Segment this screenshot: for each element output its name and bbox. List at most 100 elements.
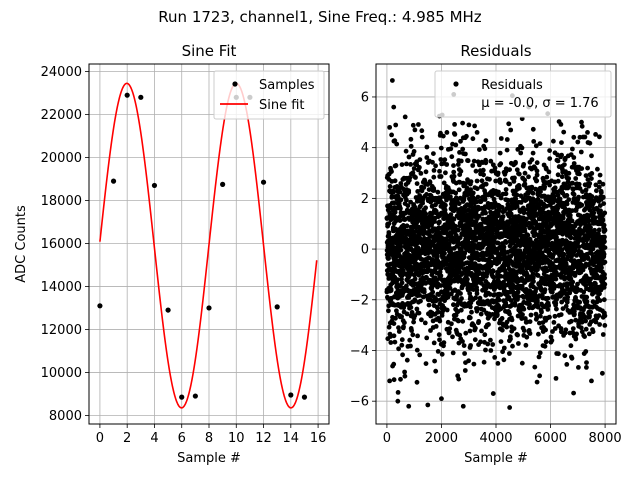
residual-point bbox=[402, 114, 408, 120]
residual-point bbox=[542, 287, 548, 293]
residual-point bbox=[591, 210, 597, 216]
residual-point bbox=[404, 357, 410, 363]
residual-point bbox=[396, 346, 401, 352]
sine-fit-ticks: 0 2 4 6 8 10 12 14 16 8000 10000 12000 14000 16000 180… bbox=[41, 65, 327, 446]
residual-point bbox=[547, 156, 553, 162]
residual-point bbox=[566, 170, 572, 176]
residual-point bbox=[602, 313, 608, 319]
residual-point bbox=[414, 379, 420, 385]
residual-point bbox=[414, 181, 420, 187]
residual-point bbox=[473, 325, 478, 331]
residual-point bbox=[575, 139, 581, 145]
residual-point bbox=[492, 292, 497, 297]
residuals-legend-box bbox=[434, 70, 612, 118]
residual-point bbox=[564, 193, 570, 198]
residual-point bbox=[561, 129, 567, 135]
residual-point bbox=[472, 123, 477, 129]
residual-point bbox=[583, 187, 589, 193]
residual-point bbox=[519, 316, 525, 321]
residual-point bbox=[517, 185, 522, 191]
residual-point bbox=[589, 171, 595, 176]
residual-point bbox=[589, 176, 594, 182]
residual-point bbox=[386, 308, 391, 314]
residual-point bbox=[470, 136, 476, 142]
residual-point bbox=[551, 194, 557, 199]
residual-point bbox=[408, 305, 414, 310]
residual-point bbox=[458, 158, 464, 164]
sample-point bbox=[220, 181, 226, 187]
residual-point bbox=[590, 329, 596, 335]
residual-point bbox=[472, 337, 478, 343]
residual-point bbox=[397, 218, 403, 224]
residual-point bbox=[449, 154, 455, 160]
residual-point bbox=[415, 333, 420, 339]
residual-point bbox=[394, 141, 400, 147]
residual-point bbox=[597, 322, 602, 327]
residual-point bbox=[452, 132, 458, 137]
residual-point bbox=[463, 330, 469, 336]
residual-point bbox=[468, 179, 474, 185]
residual-point bbox=[503, 187, 509, 192]
residual-point bbox=[582, 334, 587, 339]
residual-point bbox=[550, 252, 556, 258]
residual-point bbox=[579, 202, 585, 208]
residual-outlier-point bbox=[553, 375, 559, 381]
residual-point bbox=[521, 306, 527, 312]
residual-point bbox=[398, 206, 403, 211]
residual-point bbox=[602, 234, 607, 240]
residual-point bbox=[558, 312, 564, 317]
y-tick-label: 4 bbox=[361, 141, 369, 156]
sine-fit-legend-box bbox=[213, 70, 325, 120]
residual-point bbox=[399, 276, 404, 282]
residual-point bbox=[488, 348, 494, 353]
residual-point bbox=[461, 254, 467, 260]
residual-point bbox=[456, 376, 462, 382]
residual-point bbox=[461, 343, 467, 348]
residual-point bbox=[593, 182, 599, 188]
residual-point bbox=[520, 312, 525, 317]
y-tick-label: 2 bbox=[361, 192, 369, 207]
residual-point bbox=[597, 134, 602, 140]
residual-point bbox=[468, 187, 473, 193]
residual-point bbox=[414, 306, 420, 312]
y-tick-label: −2 bbox=[350, 293, 369, 308]
residual-point bbox=[562, 162, 567, 168]
residual-point bbox=[564, 362, 570, 367]
residual-point bbox=[471, 158, 477, 164]
residual-point bbox=[524, 216, 529, 222]
residual-point bbox=[599, 265, 604, 271]
residual-point bbox=[514, 203, 520, 209]
residual-point bbox=[389, 169, 394, 175]
residual-point bbox=[451, 173, 457, 179]
residual-point bbox=[573, 317, 579, 323]
residual-point bbox=[417, 157, 423, 163]
residual-point bbox=[449, 321, 454, 327]
residual-point bbox=[564, 281, 570, 286]
residual-outlier-point bbox=[389, 78, 395, 83]
residual-point bbox=[408, 136, 414, 142]
y-tick-label: 14000 bbox=[41, 280, 82, 295]
residual-point bbox=[512, 175, 517, 181]
residual-point bbox=[397, 189, 403, 195]
residual-point bbox=[458, 138, 463, 144]
residual-point bbox=[602, 239, 607, 245]
x-tick-label: 14 bbox=[283, 431, 300, 446]
residual-point bbox=[468, 304, 473, 310]
sample-point bbox=[206, 305, 212, 311]
residual-point bbox=[567, 290, 573, 296]
residual-point bbox=[431, 188, 437, 193]
residual-point bbox=[487, 176, 492, 182]
residual-point bbox=[564, 201, 570, 207]
residual-point bbox=[424, 275, 429, 280]
residual-point bbox=[583, 326, 589, 332]
residual-point bbox=[406, 188, 412, 194]
residual-point bbox=[555, 158, 561, 164]
residual-outlier-point bbox=[537, 373, 543, 379]
residual-point bbox=[418, 298, 423, 304]
residual-point bbox=[424, 192, 429, 197]
residual-point bbox=[536, 354, 542, 360]
residual-point bbox=[412, 313, 418, 319]
residual-point bbox=[552, 326, 558, 331]
residual-point bbox=[457, 150, 462, 155]
residual-point bbox=[462, 368, 468, 373]
